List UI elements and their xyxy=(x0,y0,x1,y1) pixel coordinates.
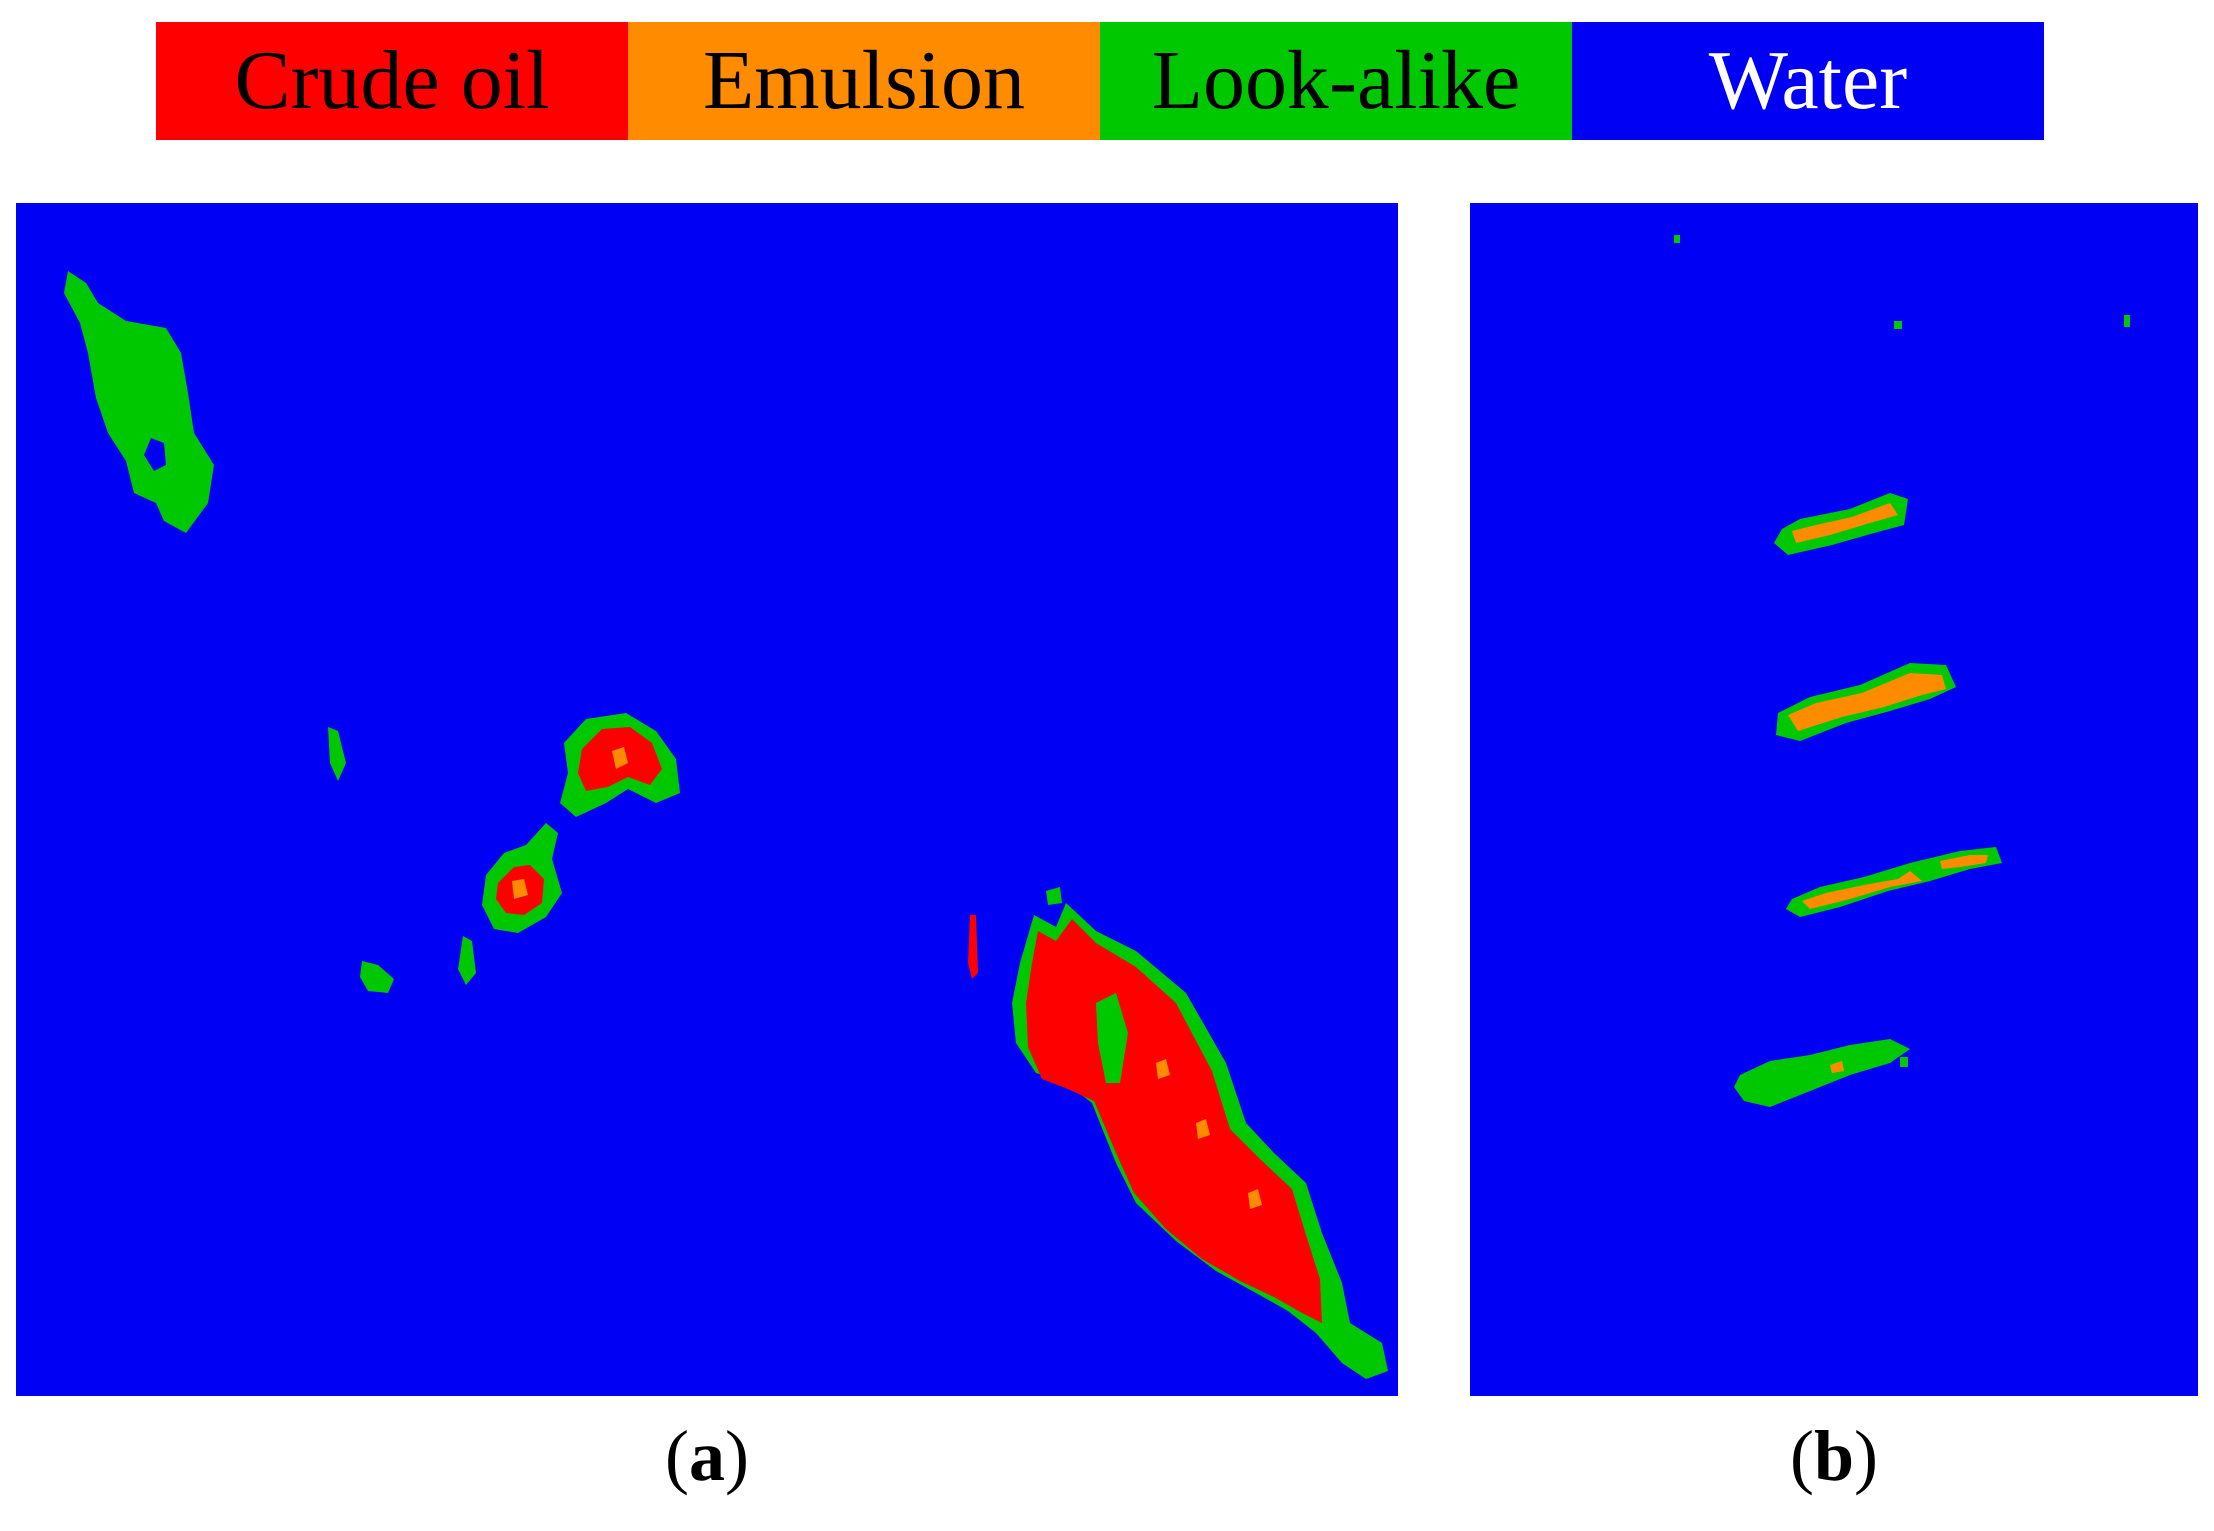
slick-2-core xyxy=(1788,673,1946,731)
segmentation-map-a xyxy=(16,203,1398,1396)
legend-label-water: Water xyxy=(1708,34,1908,127)
crude-oil-thin-streak xyxy=(968,915,978,979)
look-alike-speck-4 xyxy=(1046,887,1062,905)
slick-1-core xyxy=(1792,503,1898,543)
slick-4-emulsion xyxy=(1830,1061,1844,1073)
caption-b: (b) xyxy=(1789,1416,1878,1496)
caption-a: (a) xyxy=(665,1416,749,1496)
slick-3-core xyxy=(1802,871,1922,909)
caption-letter-a: a xyxy=(689,1416,725,1496)
speck-b-1 xyxy=(1674,235,1680,243)
legend-crude-oil: Crude oil xyxy=(156,22,628,140)
legend-emulsion: Emulsion xyxy=(628,22,1100,140)
look-alike-slick-top-left xyxy=(64,271,214,533)
legend-label-crude-oil: Crude oil xyxy=(234,34,550,127)
slick-interior-gap xyxy=(1096,993,1128,1083)
speck-b-3 xyxy=(2124,315,2130,327)
caption-letter-b: b xyxy=(1813,1416,1855,1496)
legend-look-alike: Look-alike xyxy=(1100,22,1572,140)
look-alike-speck-2 xyxy=(360,961,394,993)
speck-b-4 xyxy=(1900,1057,1908,1067)
legend-water: Water xyxy=(1572,22,2044,140)
look-alike-speck-3 xyxy=(458,936,476,985)
map-b-canvas xyxy=(1470,203,2198,1396)
water-background xyxy=(1470,203,2198,1396)
legend: Crude oil Emulsion Look-alike Water xyxy=(156,22,2044,140)
emulsion-speck-a xyxy=(1156,1059,1170,1079)
emulsion-speck-b xyxy=(1196,1119,1210,1139)
map-a-canvas xyxy=(16,203,1398,1396)
segmentation-map-b xyxy=(1470,203,2198,1396)
emulsion-middle-core xyxy=(512,879,528,899)
look-alike-speck-1 xyxy=(328,727,346,781)
slick-4-look-alike xyxy=(1734,1039,1910,1107)
look-alike-hole xyxy=(144,438,166,471)
slick-3-core-tip xyxy=(1940,855,1988,869)
emulsion-speck-c xyxy=(1248,1189,1262,1209)
legend-label-look-alike: Look-alike xyxy=(1151,34,1521,127)
legend-label-emulsion: Emulsion xyxy=(702,34,1025,127)
speck-b-2 xyxy=(1894,321,1902,329)
emulsion-upper-core xyxy=(612,747,628,769)
